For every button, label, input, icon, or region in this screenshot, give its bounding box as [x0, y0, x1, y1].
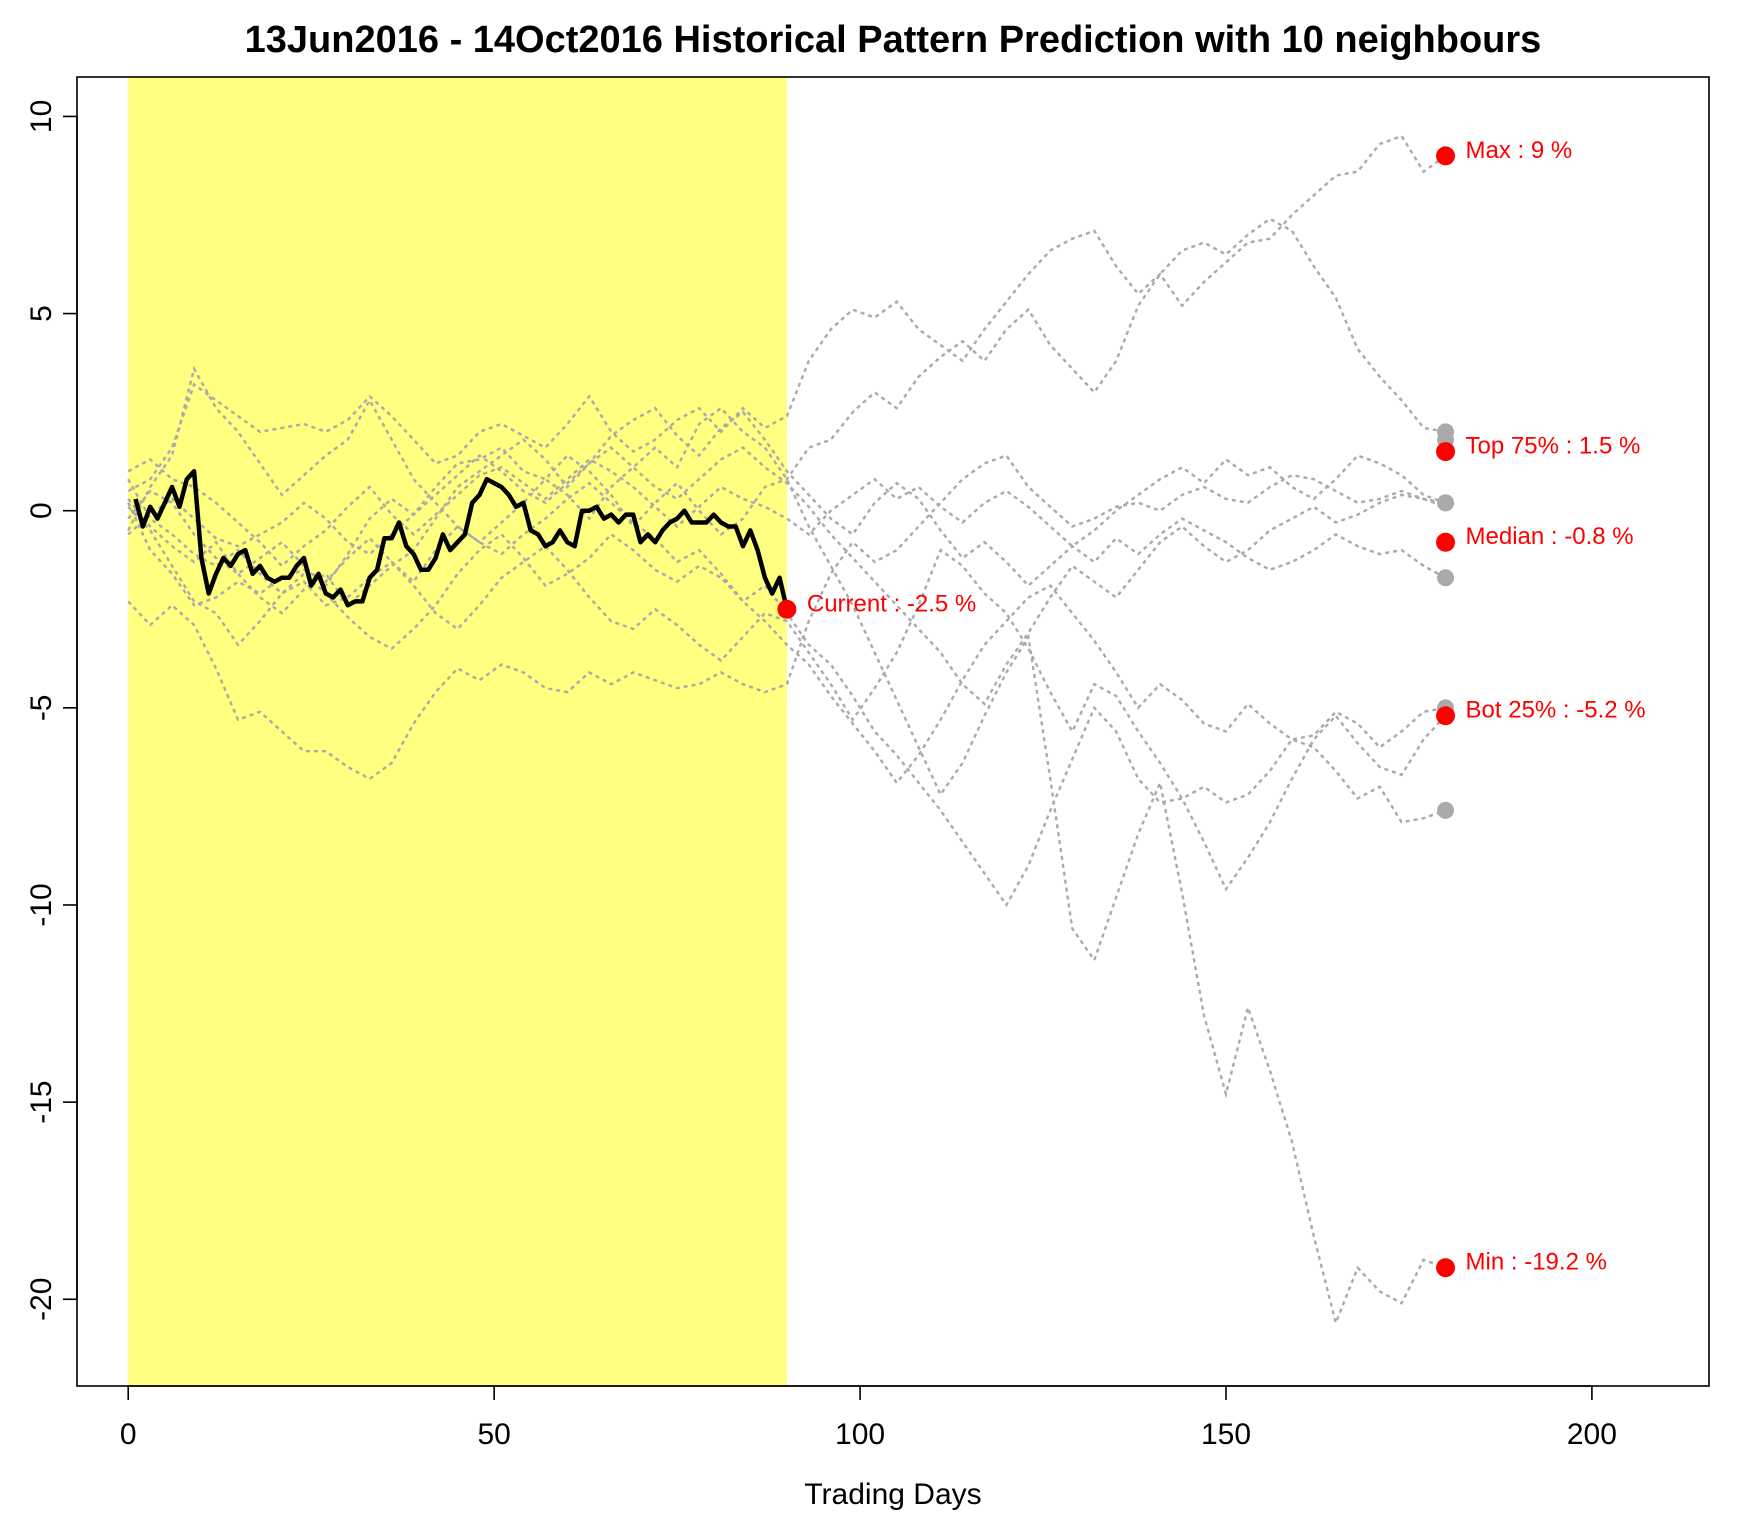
annotation-point-1	[777, 599, 797, 619]
highlight-layer	[128, 77, 787, 1386]
highlight-region	[128, 77, 787, 1386]
neighbour-line-10	[127, 446, 1446, 706]
x-axis-label: Trading Days	[804, 1478, 981, 1511]
y-tick-label-10: 10	[25, 100, 58, 133]
neighbour-line-1	[127, 134, 1447, 493]
x-tick-label-100: 100	[835, 1418, 885, 1451]
chart-title: 13Jun2016 - 14Oct2016 Historical Pattern…	[245, 19, 1542, 61]
y-tick-label-5: 5	[25, 305, 58, 322]
y-axis: 10 5 0 -5 -10 -15 -20	[25, 100, 78, 1321]
y-tick-label--15: -15	[25, 1080, 58, 1123]
annotation-point-4	[1436, 532, 1456, 552]
y-tick-label--10: -10	[25, 883, 58, 926]
annotation-point-5	[1436, 706, 1456, 726]
x-tick-label-50: 50	[477, 1418, 510, 1451]
annotation-point-6	[1436, 1258, 1456, 1278]
neighbour-line-8	[127, 505, 1446, 785]
annotation-label-6: Min : -19.2 %	[1466, 1249, 1607, 1276]
annotation-label-2: Max : 9 %	[1466, 137, 1573, 164]
current-line	[133, 469, 790, 610]
annotation-label-4: Median : -0.8 %	[1466, 523, 1634, 550]
x-tick-label-200: 200	[1567, 1418, 1617, 1451]
annotation-label-3: Top 75% : 1.5 %	[1466, 433, 1641, 460]
current-line-layer	[133, 469, 790, 610]
neighbour-line-5	[127, 406, 1447, 615]
neighbour-line-2	[127, 217, 1446, 588]
y-tick-label-0: 0	[25, 502, 58, 519]
end-marker-5	[1437, 569, 1455, 587]
neighbour-line-3	[127, 454, 1446, 781]
neighbour-line-7	[127, 365, 1446, 1327]
y-tick-label--5: -5	[25, 694, 58, 721]
annotation-point-3	[1436, 442, 1456, 462]
end-marker-4	[1437, 494, 1455, 512]
annotation-label-5: Bot 25% : -5.2 %	[1466, 697, 1646, 724]
end-marker-8	[1437, 801, 1455, 819]
x-tick-label-150: 150	[1201, 1418, 1251, 1451]
y-tick-label--20: -20	[25, 1278, 58, 1321]
neighbour-lines	[127, 134, 1447, 1327]
x-tick-label-0: 0	[120, 1418, 137, 1451]
x-axis: 0 50 100 150 200	[120, 1385, 1617, 1451]
annotation-point-2	[1436, 146, 1456, 166]
annotations: Current : -2.5 % Max : 9 % Top 75% : 1.5 %…	[777, 137, 1646, 1278]
neighbour-line-9	[127, 502, 1447, 892]
annotation-label-1: Current : -2.5 %	[807, 590, 976, 617]
